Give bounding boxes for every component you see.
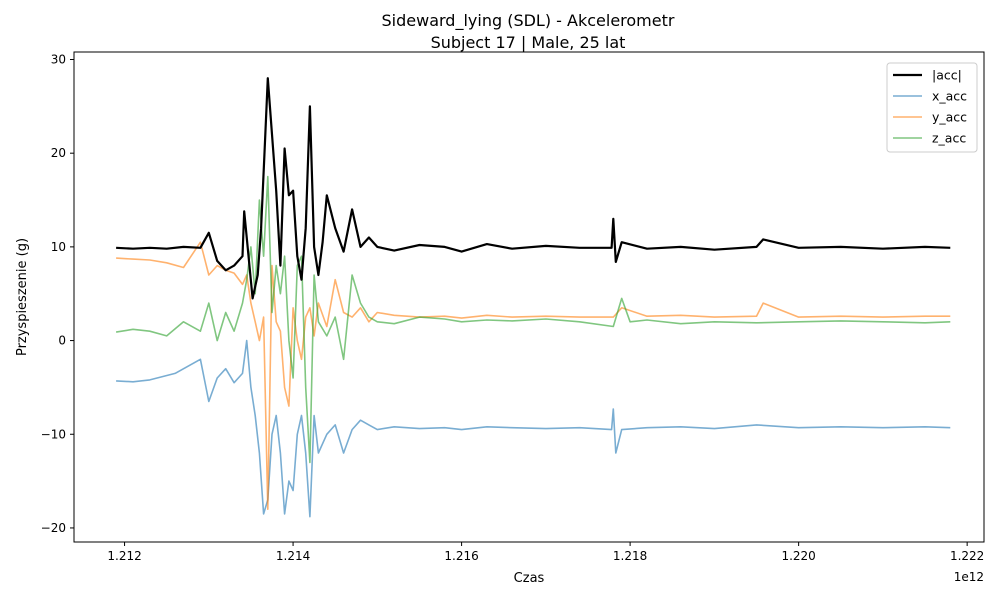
x-tick-label: 1.220	[781, 549, 815, 563]
series-line-zacc	[115, 175, 951, 464]
y-axis-label: Przyspieszenie (g)	[15, 238, 30, 356]
x-tick-label: 1.218	[613, 549, 647, 563]
y-tick-label: 0	[58, 334, 66, 348]
x-tick-label: 1.212	[107, 549, 141, 563]
legend-label: |acc|	[932, 68, 962, 83]
x-axis-ticks: 1.212 1.214 1.216 1.218 1.220 1.222	[107, 542, 984, 563]
plot-area-frame	[73, 51, 985, 543]
x-tick-label: 1.216	[444, 549, 478, 563]
x-tick-label: 1.222	[950, 549, 984, 563]
x-axis-label: Czas	[514, 571, 545, 586]
y-tick-label: −10	[41, 427, 66, 441]
y-tick-label: −20	[41, 521, 66, 535]
y-tick-label: 20	[51, 146, 66, 160]
legend: |acc| x_acc y_acc z_acc	[886, 62, 978, 153]
legend-label: z_acc	[932, 131, 966, 146]
series-line-yacc	[116, 241, 951, 511]
series-layer	[115, 77, 951, 518]
chart-subtitle: Subject 17 | Male, 25 lat	[431, 33, 626, 52]
chart-title: Sideward_lying (SDL) - Akcelerometr	[382, 11, 675, 31]
legend-label: x_acc	[932, 89, 967, 104]
y-tick-label: 10	[51, 240, 66, 254]
y-axis-ticks: −20 −10 0 10 20 30	[41, 52, 74, 535]
series-line-acc	[116, 77, 951, 300]
series-line-xacc	[116, 339, 951, 518]
x-tick-label: 1.214	[276, 549, 310, 563]
legend-label: y_acc	[932, 110, 967, 125]
y-tick-label: 30	[51, 52, 66, 66]
legend-box	[886, 62, 978, 153]
x-axis-offset-label: 1e12	[954, 570, 984, 584]
